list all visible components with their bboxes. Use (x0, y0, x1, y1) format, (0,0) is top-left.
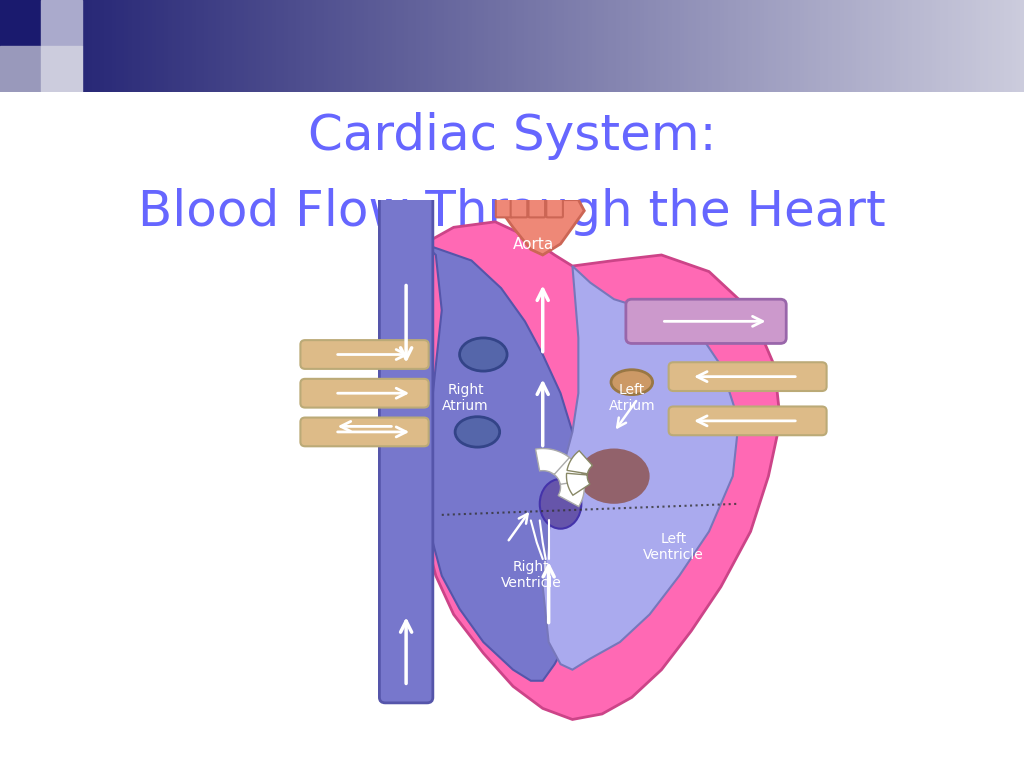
Text: Aorta: Aorta (513, 237, 554, 253)
Polygon shape (418, 222, 780, 720)
Bar (41, 0, 82, 46)
FancyBboxPatch shape (300, 379, 429, 408)
Polygon shape (566, 473, 590, 495)
Polygon shape (567, 451, 593, 474)
Text: Left
Ventricle: Left Ventricle (643, 532, 703, 562)
FancyBboxPatch shape (300, 340, 429, 369)
Ellipse shape (455, 417, 500, 447)
FancyBboxPatch shape (300, 418, 429, 446)
Bar (41, 46, 82, 92)
Bar (0, 46, 41, 92)
Text: Left
Atrium: Left Atrium (608, 382, 655, 413)
Ellipse shape (460, 338, 507, 371)
FancyBboxPatch shape (496, 182, 512, 217)
Polygon shape (558, 474, 585, 507)
Text: Blood Flow Through the Heart: Blood Flow Through the Heart (138, 188, 886, 236)
Text: Cardiac System:: Cardiac System: (308, 112, 716, 160)
Polygon shape (501, 200, 585, 255)
Ellipse shape (497, 179, 512, 187)
Ellipse shape (547, 179, 562, 187)
Text: Right
Ventricle: Right Ventricle (501, 560, 561, 590)
Polygon shape (424, 244, 590, 680)
FancyBboxPatch shape (626, 300, 786, 343)
Bar (0, 0, 41, 46)
Polygon shape (552, 454, 584, 485)
FancyBboxPatch shape (669, 362, 826, 391)
Polygon shape (543, 266, 738, 670)
FancyBboxPatch shape (511, 177, 527, 217)
Ellipse shape (511, 174, 526, 182)
Ellipse shape (540, 479, 582, 528)
FancyBboxPatch shape (546, 182, 563, 217)
Polygon shape (536, 449, 569, 475)
Text: Right
Atrium: Right Atrium (442, 382, 488, 413)
FancyBboxPatch shape (528, 177, 545, 217)
FancyBboxPatch shape (669, 406, 826, 435)
Ellipse shape (529, 174, 545, 182)
Ellipse shape (611, 369, 652, 395)
FancyBboxPatch shape (379, 183, 433, 703)
Ellipse shape (579, 449, 649, 504)
